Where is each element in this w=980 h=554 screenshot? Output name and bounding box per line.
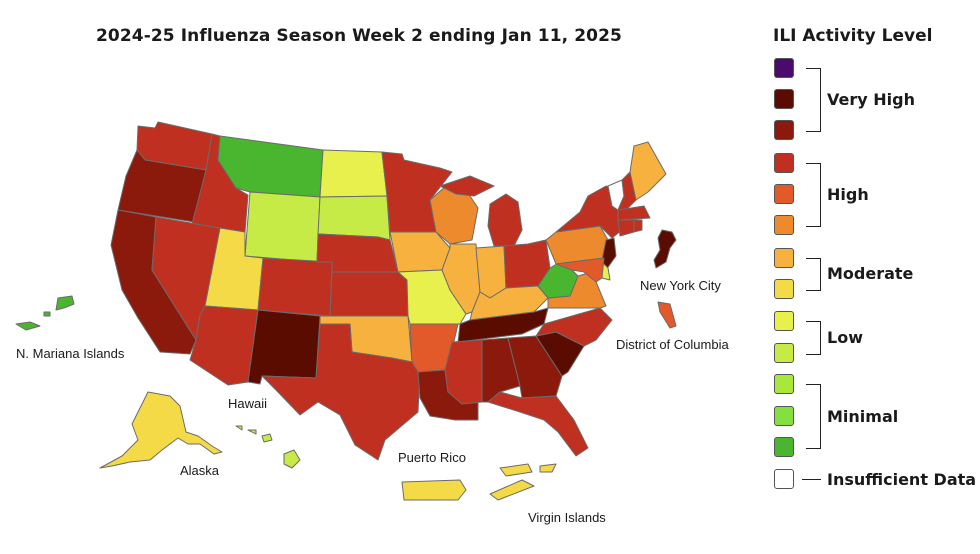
legend-bracket <box>806 258 821 291</box>
legend-swatch <box>774 248 794 268</box>
legend-group-minimal: Minimal <box>827 407 899 426</box>
legend-dash <box>802 479 821 481</box>
legend-swatch <box>774 89 794 109</box>
state-tx[interactable] <box>261 323 421 461</box>
legend-swatch <box>774 215 794 235</box>
state-wy[interactable] <box>244 191 321 263</box>
state-mi[interactable] <box>439 175 523 247</box>
state-fl[interactable] <box>487 391 589 457</box>
state-ms[interactable] <box>444 339 483 405</box>
dc-inset[interactable] <box>657 301 677 329</box>
state-ia[interactable] <box>389 231 451 273</box>
label-nmi: N. Mariana Islands <box>16 346 125 361</box>
nyc-inset[interactable] <box>653 229 677 269</box>
legend-insufficient-label: Insufficient Data <box>827 470 977 489</box>
legend-swatch <box>774 374 794 394</box>
state-co[interactable] <box>257 257 333 317</box>
label-hawaii: Hawaii <box>228 396 268 411</box>
state-ma[interactable] <box>617 205 651 221</box>
legend-swatch <box>774 279 794 299</box>
legend-swatch-insufficient <box>774 469 794 489</box>
legend-group-moderate: Moderate <box>827 264 914 283</box>
state-ct[interactable] <box>617 219 635 237</box>
state-ri[interactable] <box>633 219 643 233</box>
puerto-rico-shape[interactable] <box>401 479 467 501</box>
legend-swatch <box>774 120 794 140</box>
state-md[interactable] <box>555 257 605 283</box>
state-nj[interactable] <box>601 237 617 271</box>
legend-swatch <box>774 58 794 78</box>
alaska-shape[interactable] <box>99 391 223 469</box>
state-me[interactable] <box>629 141 667 201</box>
virgin-islands-shape[interactable] <box>489 463 557 501</box>
legend-bracket <box>806 384 821 449</box>
label-dc: District of Columbia <box>616 337 729 352</box>
label-puerto-rico: Puerto Rico <box>398 450 466 465</box>
state-wv[interactable] <box>537 261 579 299</box>
state-in[interactable] <box>475 245 507 299</box>
legend-swatch <box>774 153 794 173</box>
legend-swatch <box>774 406 794 426</box>
state-ks[interactable] <box>329 271 409 317</box>
legend-group-low: Low <box>827 328 863 347</box>
state-nm[interactable] <box>247 309 321 385</box>
legend-group-high: High <box>827 185 869 204</box>
hawaii-shape[interactable] <box>235 425 301 469</box>
state-az[interactable] <box>189 305 259 386</box>
label-alaska: Alaska <box>180 463 220 478</box>
state-sd[interactable] <box>317 195 391 241</box>
legend-bracket <box>806 321 821 355</box>
mariana-islands-shape[interactable] <box>15 295 75 331</box>
label-virgin-islands: Virgin Islands <box>528 510 606 525</box>
label-nyc: New York City <box>640 278 721 293</box>
legend-swatch <box>774 184 794 204</box>
legend-group-very-high: Very High <box>827 90 915 109</box>
legend-bracket <box>806 163 821 227</box>
legend-bracket <box>806 68 821 132</box>
legend-swatch <box>774 343 794 363</box>
legend-swatch <box>774 437 794 457</box>
map-title: 2024-25 Influenza Season Week 2 ending J… <box>96 26 622 46</box>
state-nc[interactable] <box>535 307 613 347</box>
state-nd[interactable] <box>319 149 388 198</box>
legend-title: ILI Activity Level <box>773 26 933 46</box>
legend-swatch <box>774 311 794 331</box>
